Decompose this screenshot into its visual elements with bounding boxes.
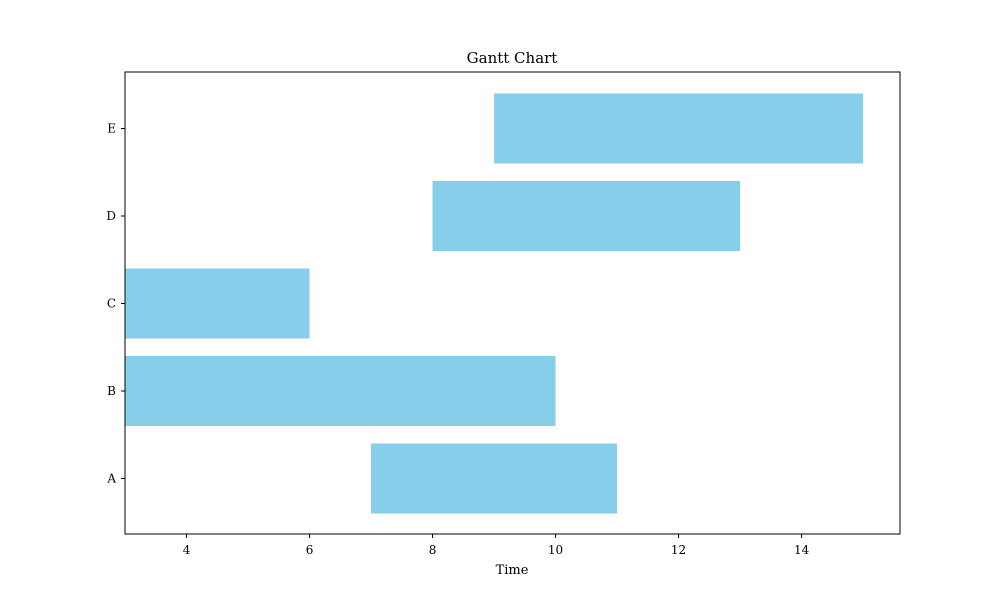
gantt-bar-b	[125, 356, 556, 426]
x-tick-label: 8	[429, 543, 437, 557]
y-tick-label-e: E	[107, 122, 116, 136]
y-tick-label-b: B	[107, 384, 116, 398]
y-axis-ticks: A B C D E	[106, 122, 125, 486]
gantt-bar-e	[494, 93, 864, 164]
x-tick-label: 14	[794, 543, 810, 557]
y-tick-label-c: C	[107, 297, 116, 311]
x-tick-label: 6	[306, 543, 314, 557]
x-axis-label: Time	[496, 563, 529, 578]
chart-title: Gantt Chart	[467, 49, 558, 67]
bars-layer	[125, 93, 864, 514]
y-tick-label-d: D	[106, 209, 116, 223]
y-tick-label-a: A	[106, 472, 116, 486]
x-axis-ticks: 4 6 8 10 12 14	[183, 534, 810, 557]
gantt-bar-a	[371, 443, 618, 514]
gantt-bar-c	[125, 268, 310, 339]
x-tick-label: 10	[548, 543, 563, 557]
x-tick-label: 12	[671, 543, 686, 557]
gantt-bar-d	[432, 181, 741, 251]
x-tick-label: 4	[183, 543, 191, 557]
